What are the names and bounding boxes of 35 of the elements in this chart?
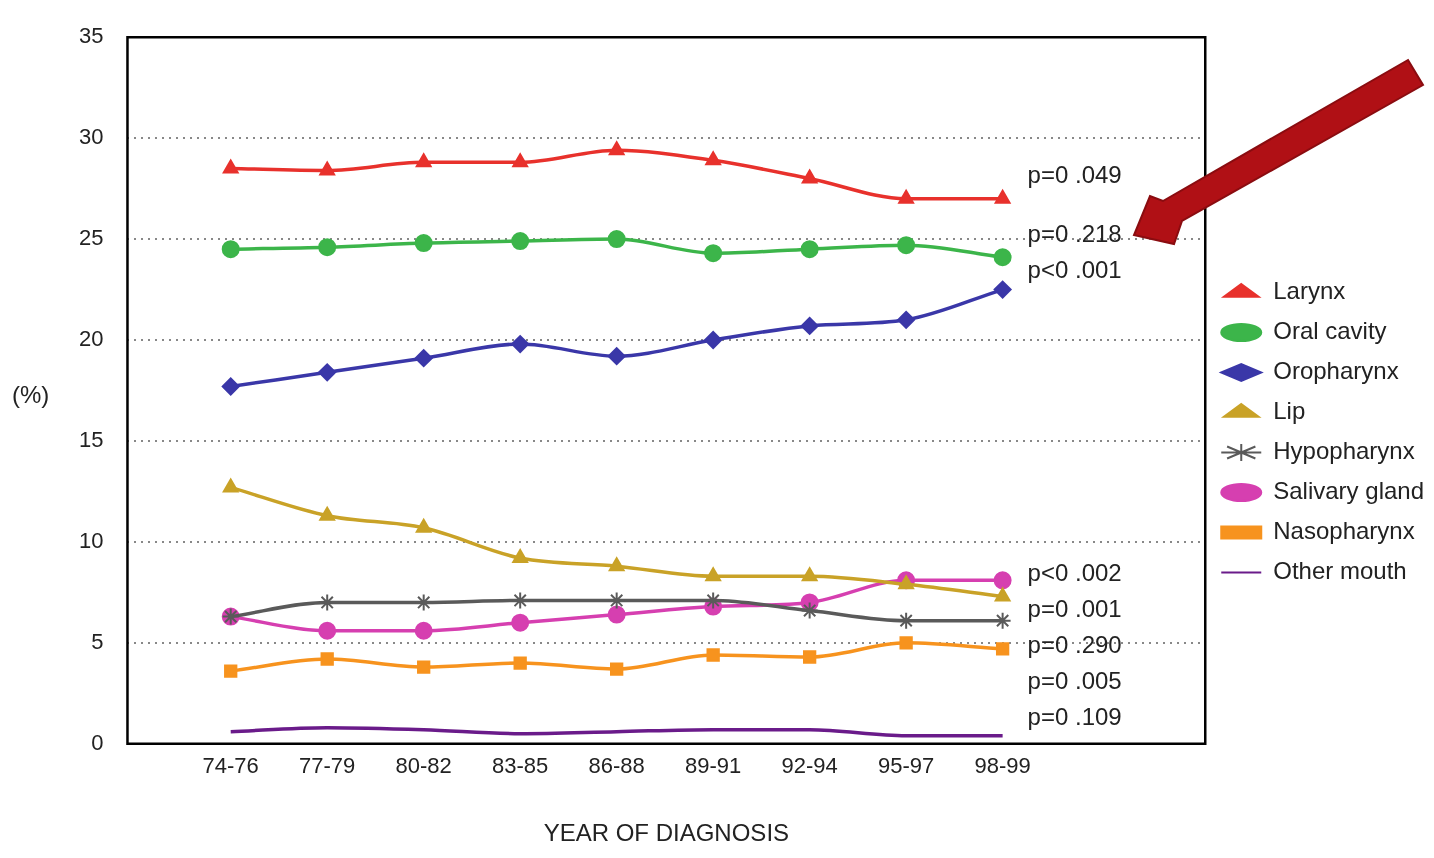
- legend-label: Larynx: [1273, 277, 1346, 305]
- annotation: p=0 .218: [1027, 219, 1122, 247]
- x-axis-title: YEAR OF DIAGNOSIS: [543, 819, 790, 847]
- annotation: p=0 .005: [1027, 667, 1122, 695]
- x-tick-label: 74-76: [202, 753, 259, 779]
- y-tick-label: 5: [91, 628, 104, 654]
- legend-label: Other mouth: [1273, 557, 1407, 585]
- y-tick-label: 35: [78, 23, 104, 49]
- y-tick-label: 25: [78, 225, 104, 251]
- legend-label: Salivary gland: [1273, 477, 1424, 505]
- annotation: p<0 .001: [1027, 255, 1122, 283]
- annotation: p=0 .290: [1027, 631, 1122, 659]
- y-tick-label: 20: [78, 326, 104, 352]
- annotation: p=0 .049: [1027, 161, 1122, 189]
- legend-label: Oral cavity: [1273, 317, 1387, 345]
- y-axis-title: (%): [12, 381, 50, 409]
- x-tick-label: 92-94: [781, 753, 838, 779]
- x-tick-label: 83-85: [492, 753, 549, 779]
- x-tick-label: 95-97: [877, 753, 935, 779]
- legend-label: Nasopharynx: [1273, 517, 1415, 545]
- y-tick-label: 0: [91, 729, 104, 755]
- legend-label: Lip: [1273, 397, 1306, 425]
- y-tick-label: 15: [78, 427, 104, 453]
- annotation: p<0 .002: [1027, 559, 1122, 587]
- annotation: p=0 .001: [1027, 595, 1122, 623]
- x-tick-label: 86-88: [588, 753, 645, 779]
- y-tick-label: 30: [78, 124, 104, 150]
- x-tick-label: 80-82: [395, 753, 452, 779]
- x-tick-label: 98-99: [974, 753, 1031, 779]
- x-tick-label: 89-91: [685, 753, 742, 779]
- legend-label: Oropharynx: [1273, 357, 1399, 385]
- legend-label: Hypopharynx: [1273, 437, 1415, 465]
- x-tick-label: 77-79: [299, 753, 356, 779]
- annotation: p=0 .109: [1027, 703, 1122, 731]
- y-tick-label: 10: [78, 527, 104, 553]
